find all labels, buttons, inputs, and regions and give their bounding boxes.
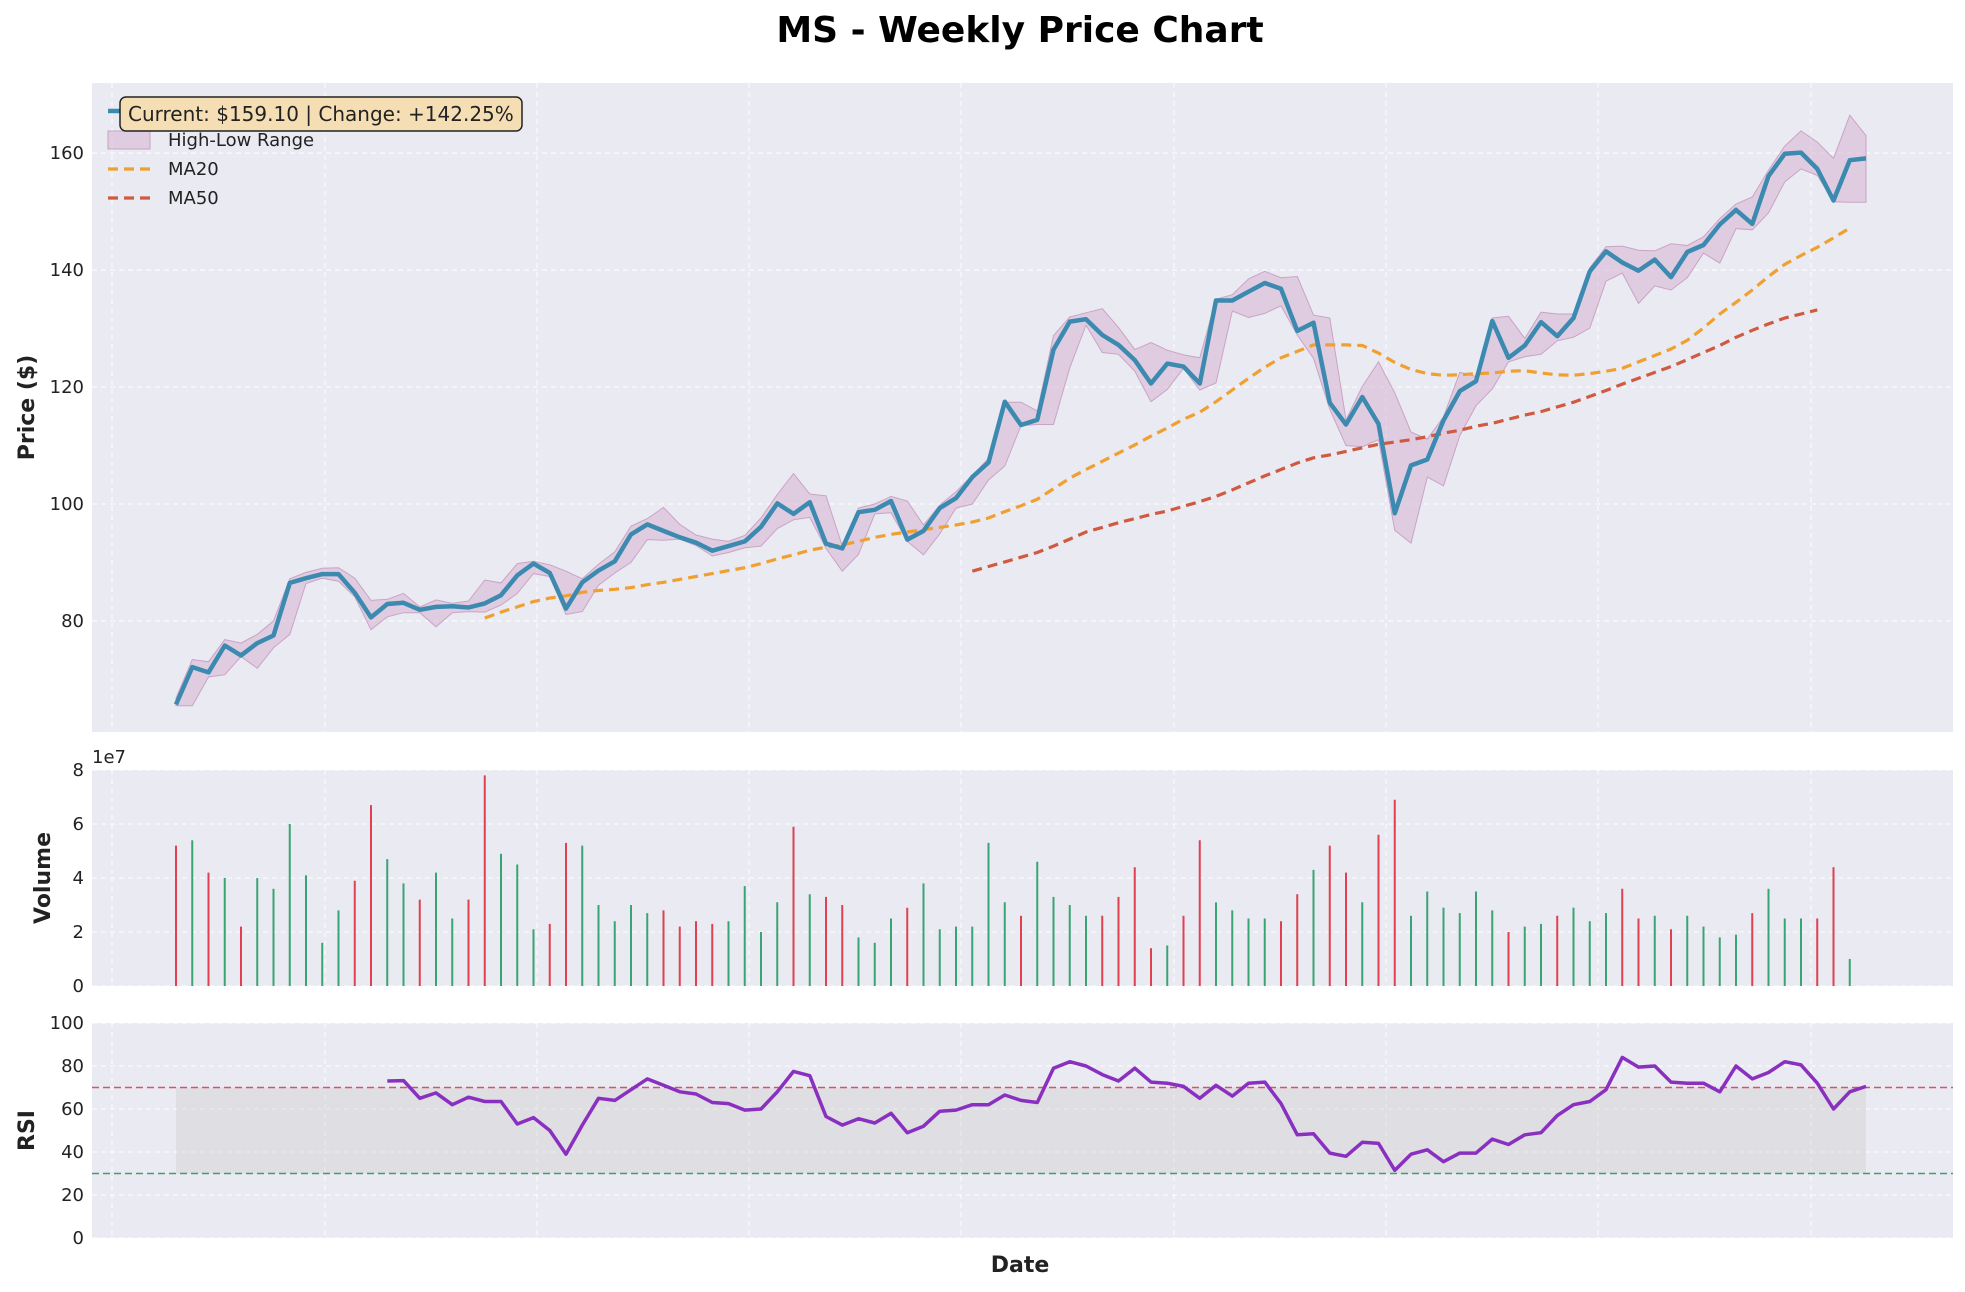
date-xlabel: Date	[991, 1253, 1050, 1278]
rsi-ytick-0: 0	[73, 1228, 84, 1249]
price-ytick-160: 160	[50, 143, 84, 164]
price-ytick-120: 120	[50, 377, 84, 398]
volume-ytick-6: 6	[73, 814, 84, 835]
price-ylabel: Price ($)	[15, 355, 40, 461]
rsi-ytick-20: 20	[61, 1185, 84, 1206]
annotation-text: Current: $159.10 | Change: +142.25%	[128, 102, 514, 126]
legend-swatch-range	[107, 130, 151, 150]
legend-label: MA20	[168, 159, 219, 180]
rsi-ytick-100: 100	[50, 1013, 84, 1034]
rsi-ytick-80: 80	[61, 1056, 84, 1077]
price-ytick-80: 80	[61, 611, 84, 632]
chart-title: MS - Weekly Price Chart	[776, 10, 1263, 51]
volume-ytick-0: 0	[73, 976, 84, 997]
close-price-line	[173, 150, 1867, 706]
price-ytick-100: 100	[50, 494, 84, 515]
price-panel: 80 100 120 140 160 Price ($)	[15, 83, 1953, 732]
volume-ylabel: Volume	[31, 832, 56, 924]
rsi-line	[387, 1055, 1867, 1173]
high-low-range-band	[175, 114, 1867, 707]
current-price-annotation: Current: $159.10 | Change: +142.25%	[119, 96, 523, 132]
ma50-line	[971, 308, 1818, 573]
volume-ytick-4: 4	[73, 868, 84, 889]
legend-label: MA50	[168, 188, 219, 209]
rsi-panel: 0 20 40 60 80 100 RSI Date	[15, 1013, 1953, 1278]
volume-panel: 0 2 4 6 8 Volume 1e7	[31, 747, 1953, 997]
rsi-ytick-60: 60	[61, 1099, 84, 1120]
rsi-background	[92, 1023, 1953, 1238]
annotation-box	[119, 96, 523, 132]
legend-label: High-Low Range	[168, 130, 314, 151]
volume-ytick-8: 8	[73, 760, 84, 781]
volume-ytick-2: 2	[73, 922, 84, 943]
rsi-ylabel: RSI	[15, 1110, 40, 1151]
price-ytick-140: 140	[50, 260, 84, 281]
volume-offset-label: 1e7	[92, 747, 126, 768]
rsi-ytick-40: 40	[61, 1142, 84, 1163]
ma20-line	[484, 226, 1851, 620]
